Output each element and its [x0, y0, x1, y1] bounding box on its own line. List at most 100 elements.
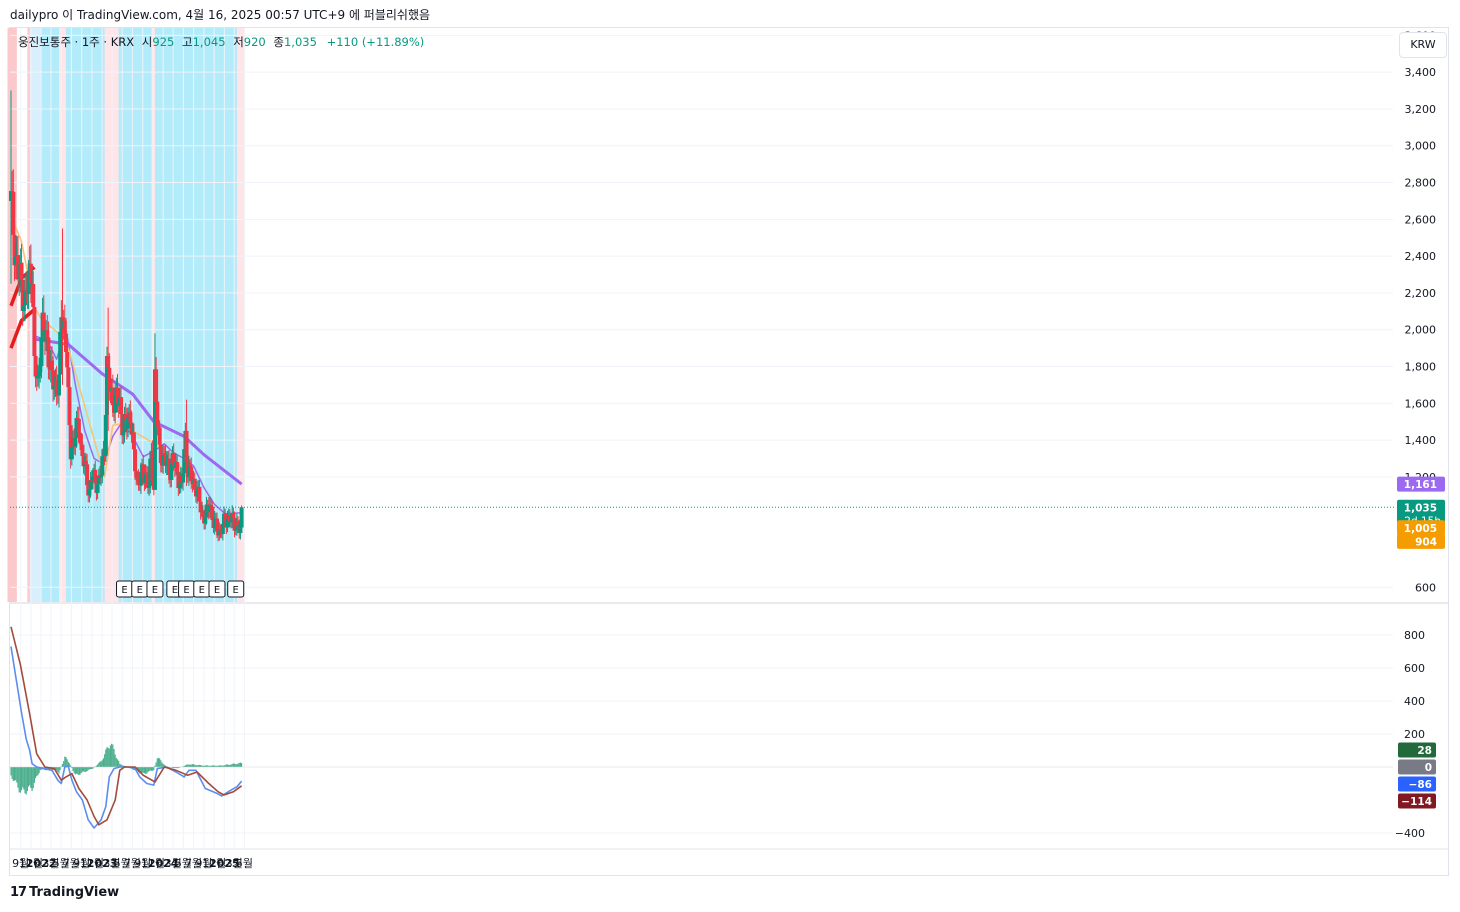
- grid-layer: [10, 28, 1449, 850]
- candle-body: [107, 367, 112, 390]
- earnings-label: E: [214, 585, 220, 596]
- earnings-icon[interactable]: [227, 580, 245, 598]
- currency-button[interactable]: KRW: [1399, 32, 1447, 58]
- time-tick-label: 3월: [165, 857, 182, 870]
- price-badge-bg: [1398, 793, 1436, 809]
- candle: [134, 461, 139, 486]
- candle: [136, 469, 141, 491]
- candle: [67, 373, 72, 435]
- macd-tick-label: 600: [1404, 662, 1425, 675]
- time-tick-label: 9월: [195, 857, 212, 870]
- candle-body: [133, 449, 138, 472]
- time-tick-label: 9월: [73, 857, 90, 870]
- earnings-icon[interactable]: [146, 580, 164, 598]
- price-tick-label: 3,200: [1405, 103, 1437, 116]
- candle-body: [67, 387, 72, 426]
- candle: [68, 413, 73, 469]
- candle-body: [155, 401, 160, 426]
- candle-body: [161, 453, 166, 466]
- earnings-marker[interactable]: E: [131, 580, 149, 598]
- zone-cyan: [41, 28, 52, 602]
- candle-body: [52, 386, 57, 390]
- candle: [143, 464, 148, 490]
- earnings-label: E: [199, 585, 205, 596]
- candle-body: [103, 415, 108, 456]
- price-badge-text: 904: [1415, 536, 1437, 548]
- candle: [227, 509, 232, 528]
- time-tick-label: 11월: [80, 857, 104, 870]
- time-tick-label: 3월: [103, 857, 120, 870]
- candle: [212, 510, 217, 535]
- candle: [198, 492, 203, 520]
- candle: [88, 471, 93, 498]
- time-tick-label: 7월: [124, 857, 141, 870]
- price-badge-text: −114: [1401, 796, 1432, 808]
- candle-body: [120, 413, 125, 436]
- time-tick-label: 7월: [63, 857, 80, 870]
- earnings-marker[interactable]: E: [178, 580, 196, 598]
- time-tick-label: 5월: [114, 857, 131, 870]
- price-tick-label: 2,800: [1405, 177, 1437, 190]
- price-badge-text: 28: [1417, 745, 1432, 757]
- candle-body: [121, 432, 126, 436]
- symbol-legend[interactable]: 웅진보통주 · 1주 · KRX 시925 고1,045 저920 종1,035…: [18, 34, 424, 50]
- candle: [9, 90, 13, 284]
- earnings-label: E: [183, 585, 189, 596]
- candle-body: [141, 464, 146, 477]
- candle: [12, 217, 17, 281]
- candle-body: [38, 366, 43, 373]
- earnings-marker[interactable]: E: [227, 580, 245, 598]
- candle: [218, 524, 223, 539]
- candle: [186, 455, 191, 486]
- candle: [46, 321, 51, 380]
- candle: [176, 462, 181, 496]
- earnings-label: E: [121, 585, 127, 596]
- candle-body: [10, 191, 15, 193]
- time-tick-label: 2023: [87, 857, 118, 870]
- candle-body: [156, 425, 161, 428]
- candle-body: [68, 425, 73, 460]
- candle-body: [209, 505, 214, 507]
- candle: [13, 243, 18, 280]
- candle-body: [163, 455, 168, 466]
- earnings-icon[interactable]: [208, 580, 226, 598]
- candle-body: [186, 465, 191, 478]
- earnings-marker[interactable]: E: [146, 580, 164, 598]
- candle-body: [115, 387, 120, 403]
- price-tick-label: 1,800: [1405, 361, 1437, 374]
- open-value: 925: [152, 35, 175, 49]
- candle: [152, 333, 157, 490]
- candle-body: [66, 367, 71, 388]
- candle-body: [207, 505, 212, 512]
- price-badge-bg: [1397, 476, 1445, 492]
- time-tick-label: 11월: [19, 857, 43, 870]
- candle-body: [164, 461, 169, 466]
- candle: [20, 262, 25, 326]
- price-badge: 1,005: [1397, 520, 1445, 536]
- candle-body: [16, 255, 21, 280]
- candle-body: [162, 453, 167, 456]
- line-signal: [10, 626, 243, 826]
- earnings-marker[interactable]: E: [208, 580, 226, 598]
- candle-body: [138, 471, 143, 486]
- candle-body: [223, 513, 228, 521]
- price-badge-bg: [1398, 776, 1436, 792]
- symbol-title[interactable]: 웅진보통주 · 1주 · KRX: [18, 35, 135, 49]
- tradingview-footer[interactable]: 17 TradingView: [10, 885, 119, 900]
- candle-body: [176, 471, 181, 489]
- low-value: 920: [243, 35, 266, 49]
- candle-body: [93, 469, 98, 482]
- zone-pink: [236, 28, 246, 602]
- earnings-marker[interactable]: E: [116, 580, 134, 598]
- candle: [54, 365, 59, 406]
- candle: [28, 244, 33, 303]
- candles-layer: [9, 90, 244, 542]
- candle-body: [62, 320, 67, 334]
- candle: [107, 352, 112, 401]
- time-tick-label: 5월: [53, 857, 70, 870]
- open-label: 시: [141, 35, 153, 49]
- candle: [155, 388, 160, 436]
- earnings-marker[interactable]: E: [193, 580, 211, 598]
